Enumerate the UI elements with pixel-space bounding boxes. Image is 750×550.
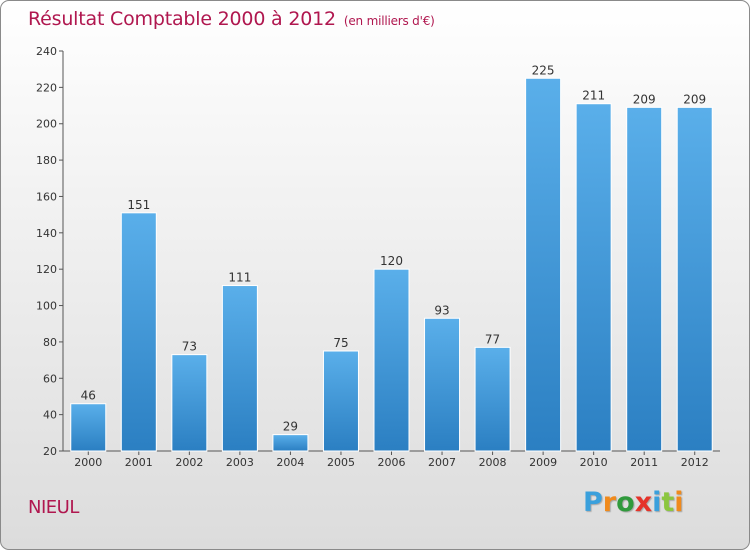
y-tick-label: 40	[43, 409, 57, 422]
bar-value-label: 225	[532, 63, 555, 77]
x-tick-label: 2011	[630, 456, 658, 469]
y-tick-label: 220	[36, 81, 57, 94]
bar	[120, 212, 157, 452]
x-tick-label: 2002	[175, 456, 203, 469]
bar-value-label: 73	[182, 340, 197, 354]
logo-letter: i	[674, 487, 684, 518]
bars	[70, 77, 713, 452]
bar-value-label: 93	[434, 303, 449, 317]
x-tick-label: 2010	[580, 456, 608, 469]
bar	[272, 434, 309, 452]
bar	[171, 354, 208, 452]
x-tick-label: 2004	[276, 456, 304, 469]
chart-title: Résultat Comptable 2000 à 2012 (en millie…	[28, 8, 435, 30]
x-tick-label: 2009	[529, 456, 557, 469]
x-tick-label: 2000	[74, 456, 102, 469]
bar	[676, 106, 713, 452]
x-tick-label: 2005	[327, 456, 355, 469]
logo-letter: o	[616, 487, 635, 518]
bar-value-label: 111	[228, 271, 251, 285]
bar-value-label: 209	[683, 92, 706, 106]
y-tick-label: 120	[36, 263, 57, 276]
y-tick-label: 20	[43, 445, 57, 458]
bar	[575, 103, 612, 452]
bar	[474, 346, 511, 452]
bar	[424, 317, 461, 452]
x-tick-label: 2006	[378, 456, 406, 469]
logo-letter: P	[583, 487, 603, 518]
bar-value-label: 211	[582, 89, 605, 103]
bar	[70, 403, 107, 452]
chart-title-text: Résultat Comptable 2000 à 2012	[28, 8, 336, 30]
y-tick-label: 160	[36, 190, 57, 203]
y-tick-label: 100	[36, 300, 57, 313]
y-tick-label: 240	[36, 45, 57, 58]
y-tick-label: 60	[43, 372, 57, 385]
logo-letter: r	[602, 487, 617, 518]
y-tick-label: 180	[36, 154, 57, 167]
bar	[525, 77, 562, 452]
x-tick-label: 2012	[681, 456, 709, 469]
bar-value-label: 46	[81, 389, 96, 403]
chart-subtitle: (en milliers d'€)	[343, 14, 435, 28]
bar	[626, 106, 663, 452]
x-tick-label: 2008	[479, 456, 507, 469]
x-tick-label: 2001	[125, 456, 153, 469]
y-tick-label: 140	[36, 227, 57, 240]
logo-letter: t	[661, 487, 675, 518]
y-tick-label: 80	[43, 336, 57, 349]
bar-value-label: 29	[283, 420, 298, 434]
bar	[322, 350, 359, 452]
bar-value-label: 77	[485, 332, 500, 346]
bar-value-label: 151	[127, 198, 150, 212]
bar-value-label: 209	[633, 92, 656, 106]
bar	[373, 268, 410, 452]
logo-letter: x	[634, 487, 653, 518]
bar-value-label: 75	[333, 336, 348, 350]
bar	[221, 285, 258, 452]
logo-letter: i	[652, 487, 662, 518]
bar-value-label: 120	[380, 254, 403, 268]
proxiti-logo: Proxiti	[583, 487, 684, 518]
data-labels: 46 151 73 111 29 75 120 93 77 225 211 209 209	[81, 63, 707, 433]
y-tick-label: 200	[36, 118, 57, 131]
x-tick-label: 2007	[428, 456, 456, 469]
commune-name: NIEUL	[28, 497, 79, 518]
x-tick-label: 2003	[226, 456, 254, 469]
